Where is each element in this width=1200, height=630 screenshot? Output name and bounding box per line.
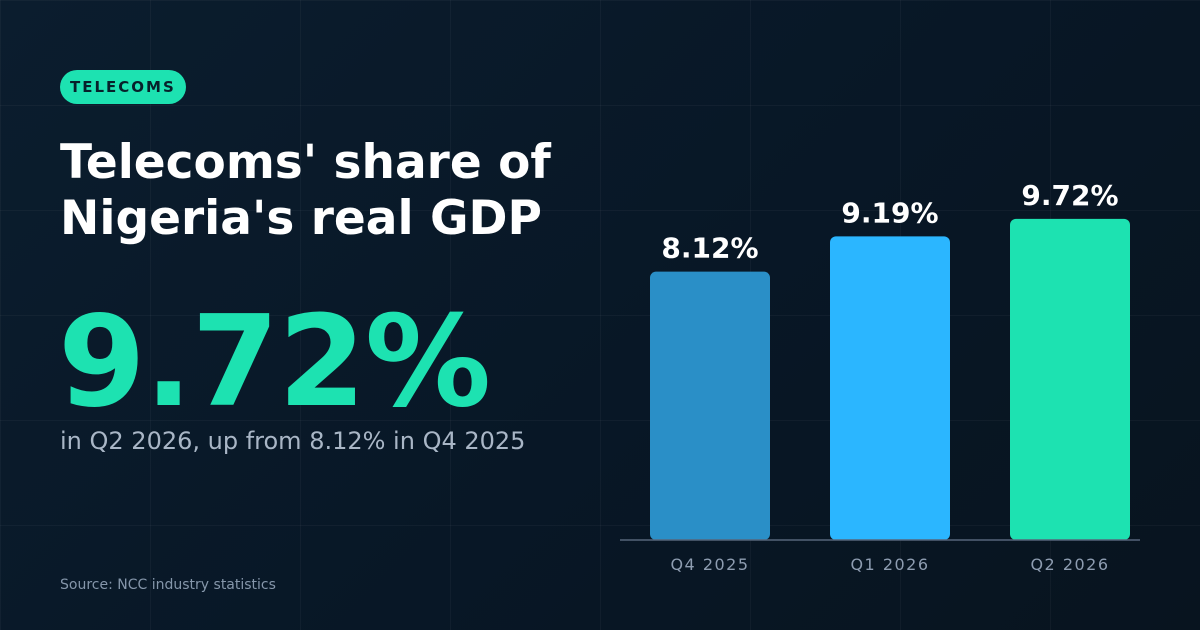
bar-2 — [830, 236, 950, 540]
bar-value-label-1: 8.12% — [661, 232, 758, 265]
page-title: Telecoms' share of Nigeria's real GDP — [60, 135, 580, 247]
title-line-1: Telecoms' share of — [60, 135, 551, 190]
bar-3 — [1010, 218, 1130, 541]
bar-value-label-2: 9.19% — [841, 196, 938, 229]
bar-value-label-3: 9.72% — [1021, 179, 1118, 212]
source-note: Source: NCC industry statistics — [60, 577, 276, 593]
headline-value: 9.72% — [58, 288, 491, 435]
x-tick-label-2: Q1 2026 — [850, 555, 929, 574]
x-tick-label-1: Q4 2025 — [670, 555, 749, 574]
title-line-2: Nigeria's real GDP — [60, 191, 542, 246]
x-tick-label-3: Q2 2026 — [1030, 555, 1109, 574]
bar-1 — [650, 271, 770, 540]
category-badge: TELECOMS — [60, 70, 186, 104]
headline-subtitle: in Q2 2026, up from 8.12% in Q4 2025 — [60, 427, 526, 455]
